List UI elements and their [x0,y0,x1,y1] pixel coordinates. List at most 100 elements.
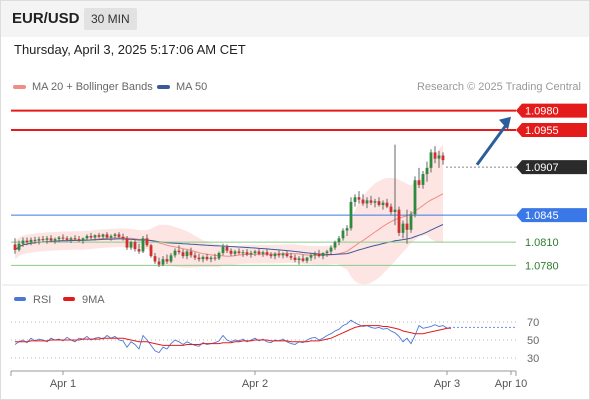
candle-body [21,240,25,244]
legend-ma20: MA 20 + Bollinger Bands [13,81,153,93]
candle-body [289,256,293,258]
candle-body [325,251,329,254]
candle-body [157,261,161,265]
symbol-title: EUR/USD [12,10,80,27]
candle-body [177,250,181,253]
candle-body [409,214,413,230]
candle-body [101,234,105,237]
forecast-arrow-shaft [475,122,509,166]
level-1-0845-tag [516,208,587,223]
candle-body [125,238,129,248]
candle-body [253,251,257,254]
9ma-swatch [63,297,75,301]
candle-body [49,238,53,241]
candle-body [281,253,285,256]
candle-body [165,259,169,262]
candle-body [109,235,113,238]
candle-body [317,253,321,257]
candle-body [181,252,185,257]
candle-body [249,253,253,255]
bollinger-band-area [15,144,443,285]
legend-ma50: MA 50 [157,81,207,93]
candle-body [13,244,17,250]
candle-body [209,257,213,260]
candle-body [201,256,205,260]
candle-body [369,200,373,203]
candle-body [333,242,337,248]
candle-body [389,206,393,212]
candle-body [89,235,93,238]
candle-body [377,201,381,206]
candle-body [441,155,445,161]
candle-body [237,251,241,254]
level-1-0780-label: 1.0780 [525,260,559,272]
forecast-arrow-head [499,116,511,130]
candle-body [329,247,333,252]
candle-body [141,238,145,252]
x-tick-label: Apr 1 [50,378,76,390]
candle-body [33,239,37,241]
candle-body [321,253,325,257]
candle-body [121,236,125,239]
candle-body [437,155,441,159]
candle-body [285,253,289,257]
candle-body [189,251,193,256]
candle-body [221,246,225,254]
candle-body [393,209,397,212]
candle-body [69,238,73,240]
candle-body [57,237,61,240]
candle-body [417,180,421,185]
candle-body [357,197,361,200]
candle-body [197,257,201,260]
candle-body [153,256,157,262]
candle-body [61,237,65,239]
candle-body [233,251,237,254]
rsi-tick-label: 70 [527,317,539,329]
rsi-legend-label: RSI [33,294,51,306]
candle-body [145,238,149,246]
candle-body [297,258,301,260]
level-1-0980-label: 1.0980 [525,106,559,118]
candle-body [305,257,309,261]
ma50-line [14,224,444,256]
candle-body [37,239,41,241]
level-1-0907-label: 1.0907 [525,162,559,174]
interval-selector[interactable]: 30 MIN [84,8,137,30]
candle-body [193,255,197,258]
level-1-0955-tag [516,122,587,137]
candle-body [137,249,141,252]
candle-body [361,199,365,204]
candle-body [301,258,305,261]
candle-body [113,234,117,236]
candle-body [313,253,317,256]
ma50-swatch [157,85,170,90]
level-1-0810-label: 1.0810 [525,237,559,249]
candle-body [261,252,265,254]
candle-body [373,201,377,203]
candle-body [105,234,109,238]
candle-body [353,197,357,202]
candle-body [161,259,165,265]
candle-body [421,174,425,185]
candle-body [277,253,281,256]
candle-body [273,253,277,257]
candle-body [45,238,49,240]
candle-body [397,209,401,233]
candle-body [225,246,229,251]
candle-body [433,152,437,159]
candle-body [341,230,345,239]
9ma-legend-label: 9MA [82,294,105,306]
candle-body [405,223,409,230]
candle-body [269,254,273,257]
candle-body [241,252,245,254]
candle-body [217,253,221,259]
candle-body [97,235,101,237]
rsi-swatch [14,297,26,301]
candle-body [309,255,313,258]
candle-body [293,257,297,260]
candle-body [185,251,189,257]
candle-body [81,238,85,241]
candle-body [425,167,429,175]
